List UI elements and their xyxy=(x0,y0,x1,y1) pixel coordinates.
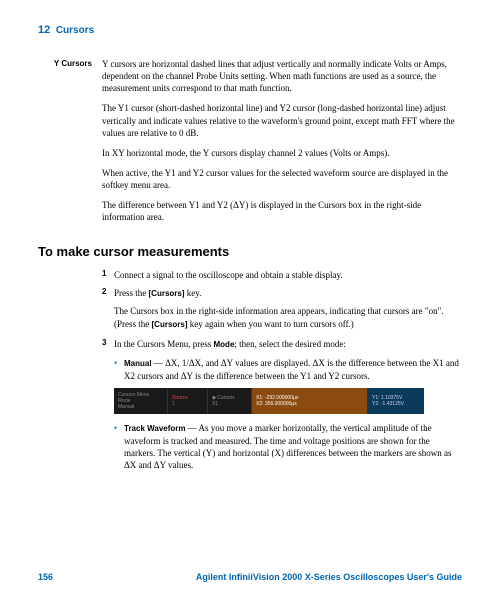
bullet-manual: • Manual — ΔX, 1/ΔX, and ΔY values are d… xyxy=(114,357,462,382)
page-footer: 156 Agilent InfiniiVision 2000 X-Series … xyxy=(38,572,462,582)
section-title: To make cursor measurements xyxy=(38,244,462,259)
cursors-key: [Cursors] xyxy=(149,289,185,298)
step-3-num: 3 xyxy=(102,338,114,351)
step-2-text: Press the [Cursors] key. xyxy=(114,287,462,300)
sk-menu: Cursors Menu Mode Manual xyxy=(114,388,168,414)
ycursors-block: Y Cursors Y cursors are horizontal dashe… xyxy=(38,58,462,232)
step-1-num: 1 xyxy=(102,269,114,281)
bullet-track: • Track Waveform — As you move a marker … xyxy=(114,422,462,471)
step-list-cont: 3 In the Cursors Menu, press Mode; then,… xyxy=(102,338,462,351)
track-label: Track Waveform xyxy=(124,424,186,433)
ycursors-p1: Y cursors are horizontal dashed lines th… xyxy=(102,58,462,94)
sk-cursors: ◆ Cursors X1 xyxy=(208,388,252,414)
cursors-key-2: [Cursors] xyxy=(152,320,188,329)
page-number: 156 xyxy=(38,572,53,582)
bullet-dot: • xyxy=(114,357,124,382)
chapter-title: Cursors xyxy=(56,25,94,36)
doc-title: Agilent InfiniiVision 2000 X-Series Osci… xyxy=(196,572,462,582)
step-3: 3 In the Cursors Menu, press Mode; then,… xyxy=(102,338,462,351)
step-1-text: Connect a signal to the oscilloscope and… xyxy=(114,269,462,281)
chapter-number: 12 xyxy=(38,24,50,36)
ycursors-p5: The difference between Y1 and Y2 (ΔY) is… xyxy=(102,199,462,223)
step-list: 1 Connect a signal to the oscilloscope a… xyxy=(102,269,462,300)
mode-softkey: Mode xyxy=(214,340,235,349)
ycursors-p4: When active, the Y1 and Y2 cursor values… xyxy=(102,167,462,191)
step-3-text: In the Cursors Menu, press Mode; then, s… xyxy=(114,338,462,351)
sk-yvalues: Y1: 1.10375V Y2: -1.43125V xyxy=(368,388,424,414)
step-2: 2 Press the [Cursors] key. xyxy=(102,287,462,300)
step-1: 1 Connect a signal to the oscilloscope a… xyxy=(102,269,462,281)
ycursors-p3: In XY horizontal mode, the Y cursors dis… xyxy=(102,147,462,159)
step-2-num: 2 xyxy=(102,287,114,300)
ycursors-body: Y cursors are horizontal dashed lines th… xyxy=(102,58,462,232)
step-2-followup: The Cursors box in the right-side inform… xyxy=(114,305,462,330)
ycursors-p2: The Y1 cursor (short-dashed horizontal l… xyxy=(102,102,462,138)
bullet-dot-2: • xyxy=(114,422,124,471)
manual-label: Manual xyxy=(124,359,152,368)
softkey-screenshot: Cursors Menu Mode Manual Source 1 ◆ Curs… xyxy=(114,388,424,414)
ycursors-label: Y Cursors xyxy=(38,58,102,232)
chapter-header: 12 Cursors xyxy=(38,24,462,36)
sk-source: Source 1 xyxy=(168,388,208,414)
sk-xvalues: X1: -292.000000µs X2: 356.000000µs xyxy=(252,388,368,414)
manual-text: — ΔX, 1/ΔX, and ΔY values are displayed.… xyxy=(124,358,459,381)
